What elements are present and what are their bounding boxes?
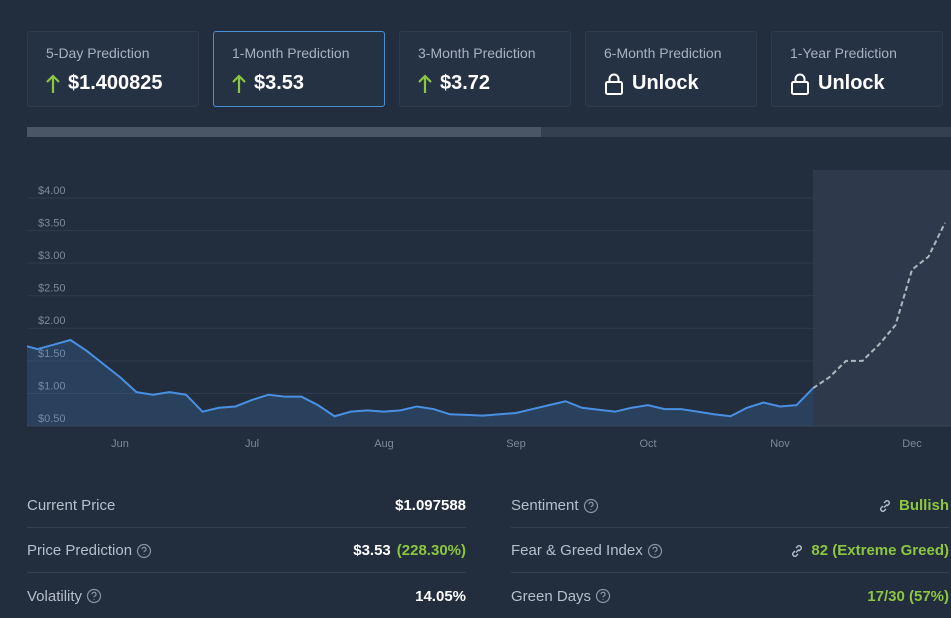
stat-label-wrap: Green Days	[511, 588, 611, 605]
y-tick-label: $3.50	[38, 217, 66, 229]
stat-label: Green Days	[511, 587, 592, 605]
stat-value: Bullish	[898, 497, 949, 514]
y-tick-label: $1.50	[38, 348, 66, 360]
help-icon	[583, 498, 598, 513]
y-tick-label: $0.50	[38, 413, 66, 425]
stat-value: $1.097588	[395, 497, 466, 514]
prediction-card[interactable]: 6-Month Prediction Unlock	[585, 31, 757, 107]
card-label: 5-Day Prediction	[46, 45, 150, 61]
stat-value-wrap: 17/30 (57%)	[867, 588, 949, 605]
series-line	[812, 222, 946, 390]
card-value-wrap: Unlock	[790, 72, 885, 95]
stat-row: Price Prediction $3.53 (228.30%)	[27, 529, 466, 573]
y-tick-label: $2.50	[38, 283, 66, 295]
stat-value: 14.05%	[415, 587, 466, 605]
card-value-wrap: Unlock	[604, 72, 699, 95]
x-tick-label: Jul	[245, 438, 259, 450]
help-icon	[595, 588, 611, 604]
y-tick-label: $2.00	[38, 315, 66, 327]
stat-row: Green Days 17/30 (57%)	[511, 574, 949, 618]
stat-value: $3.53	[353, 542, 391, 559]
stat-value: 82 (Extreme Greed)	[811, 542, 949, 559]
stat-value-wrap: 14.05%	[415, 588, 466, 605]
series-line	[27, 338, 814, 418]
stat-value-wrap: $1.097588	[395, 497, 466, 514]
card-value-wrap: $1.400825	[46, 72, 163, 95]
x-tick-label: Jun	[111, 438, 129, 450]
card-label: 1-Month Prediction	[232, 45, 350, 61]
stat-label-wrap: Price Prediction	[27, 542, 152, 559]
stat-label: Volatility	[27, 587, 83, 605]
up-icon	[418, 73, 432, 93]
x-tick-label: Sep	[506, 438, 526, 450]
card-label: 3-Month Prediction	[418, 45, 536, 61]
plot	[27, 222, 946, 426]
up-icon	[232, 73, 246, 93]
stat-row: Current Price $1.097588	[27, 484, 466, 528]
y-tick-label: $1.00	[38, 380, 66, 392]
stat-row: Fear & Greed Index 82 (Extreme Greed)	[511, 529, 949, 573]
stat-label: Sentiment	[511, 497, 579, 514]
stat-label-wrap: Current Price	[27, 497, 115, 514]
x-tick-label: Dec	[902, 438, 922, 450]
prediction-card[interactable]: 5-Day Prediction $1.400825	[27, 31, 199, 107]
card-value: $3.72	[440, 72, 491, 94]
stat-label: Price Prediction	[27, 542, 133, 559]
stat-value-wrap: Bullish	[877, 497, 949, 514]
stat-label: Current Price	[27, 497, 116, 514]
card-value: Unlock	[818, 72, 885, 94]
card-label: 6-Month Prediction	[604, 45, 722, 61]
x-tick-label: Oct	[639, 438, 656, 450]
stat-label: Fear & Greed Index	[511, 542, 643, 559]
stat-value-wrap: $3.53 (228.30%)	[353, 542, 466, 559]
card-value-wrap: $3.72	[418, 72, 490, 95]
stat-label-wrap: Volatility	[27, 588, 102, 605]
stat-row: Volatility 14.05%	[27, 574, 466, 618]
card-label: 1-Year Prediction	[790, 45, 897, 61]
stat-row: Sentiment Bullish	[511, 484, 949, 528]
stat-value-wrap: 82 (Extreme Greed)	[789, 542, 949, 559]
y-tick-label: $3.00	[38, 250, 66, 262]
card-value: Unlock	[632, 72, 699, 94]
stat-change: (228.30%)	[396, 542, 466, 559]
card-value: $3.53	[254, 72, 305, 94]
progress-fill	[27, 127, 541, 137]
up-icon	[46, 73, 60, 93]
chart: $0.50 $1.00 $1.50 $2.00 $2.50 $3.00 $3.50 $4.00…	[27, 170, 951, 450]
stat-value: 17/30 (57%)	[867, 587, 949, 605]
x-tick-label: Aug	[374, 438, 394, 450]
help-icon	[86, 588, 102, 604]
help-icon	[136, 543, 152, 558]
stat-label-wrap: Sentiment	[511, 497, 599, 514]
lock-icon	[791, 73, 809, 95]
y-tick-label: $4.00	[38, 185, 66, 197]
prediction-card[interactable]: 1-Year Prediction Unlock	[771, 31, 943, 107]
link-icon	[792, 544, 803, 557]
prediction-region	[813, 170, 951, 426]
progress-bar	[27, 127, 951, 137]
link-icon	[880, 499, 890, 512]
card-value: $1.400825	[68, 72, 163, 94]
x-tick-label: Nov	[770, 438, 790, 450]
series-area	[27, 340, 813, 426]
prediction-card[interactable]: 1-Month Prediction $3.53	[213, 31, 385, 107]
card-value-wrap: $3.53	[232, 72, 304, 95]
help-icon	[647, 543, 662, 558]
prediction-card[interactable]: 3-Month Prediction $3.72	[399, 31, 571, 107]
lock-icon	[605, 73, 623, 95]
stat-label-wrap: Fear & Greed Index	[511, 542, 663, 559]
